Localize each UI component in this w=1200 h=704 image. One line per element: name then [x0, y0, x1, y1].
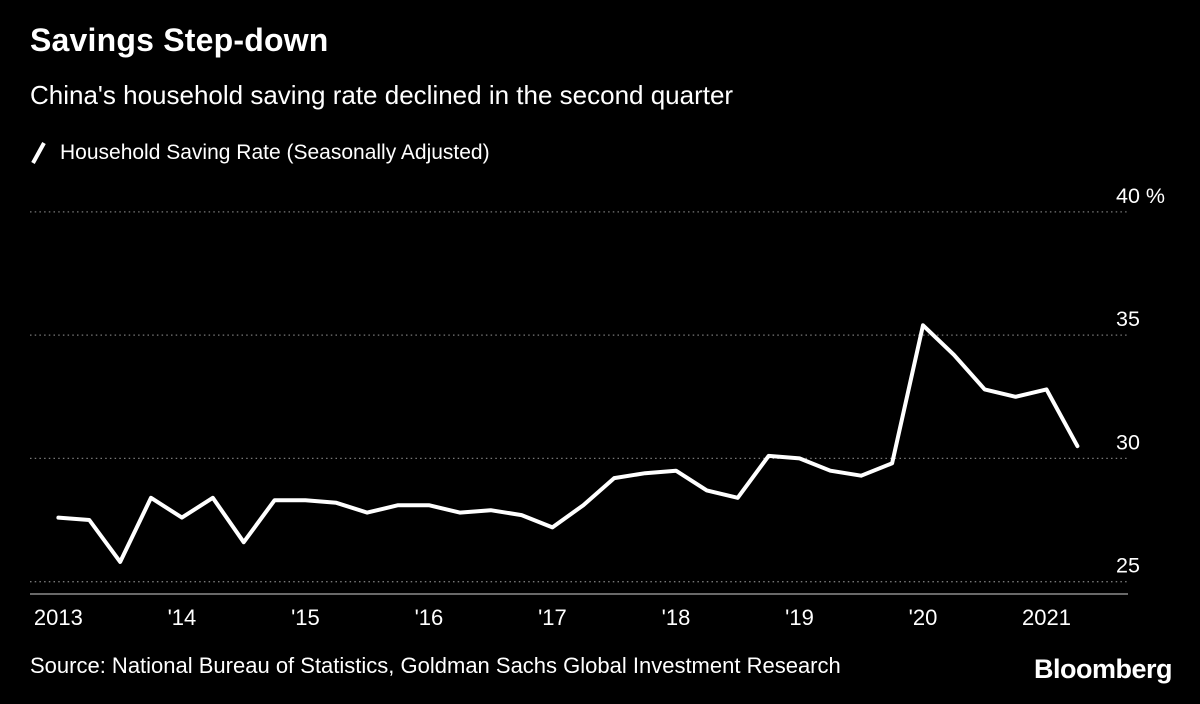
legend: Household Saving Rate (Seasonally Adjust…	[28, 140, 490, 166]
x-axis-label-2013: 2013	[34, 605, 83, 630]
x-axis-label-20: '20	[909, 605, 938, 630]
source-text: Source: National Bureau of Statistics, G…	[30, 653, 841, 678]
x-axis-label-14: '14	[168, 605, 197, 630]
x-axis-label-15: '15	[291, 605, 320, 630]
y-axis-label-30: 30	[1116, 430, 1140, 454]
y-axis-label-35: 35	[1116, 307, 1140, 331]
x-axis-label-19: '19	[785, 605, 814, 630]
chart-subtitle: China's household saving rate declined i…	[30, 80, 734, 110]
series-line-household-saving-rate	[56, 323, 1080, 564]
x-axis-label-18: '18	[662, 605, 691, 630]
y-axis-label-25: 25	[1116, 554, 1140, 578]
x-axis-label-17: '17	[538, 605, 567, 630]
y-axis-label-40: 40 %	[1116, 184, 1165, 208]
bloomberg-logo: Bloomberg	[1033, 654, 1173, 684]
chart-title: Savings Step-down	[30, 22, 329, 58]
legend-label: Household Saving Rate (Seasonally Adjust…	[60, 141, 490, 164]
x-axis-label-16: '16	[415, 605, 444, 630]
line-series-marker-icon	[28, 140, 50, 166]
x-axis-label-2021: 2021	[1022, 605, 1071, 630]
